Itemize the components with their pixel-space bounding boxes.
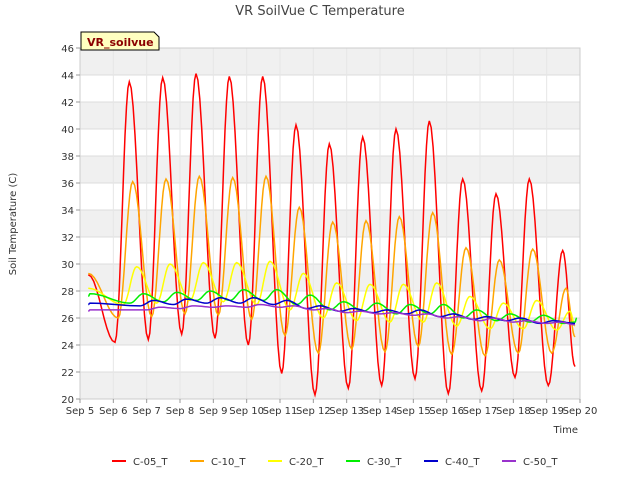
x-tick-label: Sep 7	[132, 406, 160, 417]
legend-label: C-30_T	[367, 457, 402, 468]
plot-band	[80, 102, 580, 129]
y-tick-label: 22	[61, 368, 74, 379]
x-tick-label: Sep 13	[329, 406, 364, 417]
x-tick-label: Sep 9	[199, 406, 227, 417]
y-tick-label: 20	[61, 395, 74, 406]
x-tick-label: Sep 16	[429, 406, 464, 417]
y-tick-label: 42	[61, 98, 74, 109]
axes: 20 22 24 26 28 30 32 34 36 38 40 42 44 46 Sep 5 Sep 6 Se…	[61, 44, 597, 417]
series-line-c-50-t	[87, 303, 576, 326]
legend-label: C-05_T	[133, 457, 168, 468]
y-tick-label: 40	[61, 125, 74, 136]
legend-label: C-10_T	[211, 457, 246, 468]
y-tick-label: 38	[61, 152, 74, 163]
x-tick-label: Sep 17	[463, 406, 498, 417]
x-tick-label: Sep 8	[166, 406, 194, 417]
series-line-c-05-t	[87, 73, 576, 398]
y-tick-label: 46	[61, 44, 74, 55]
plot-band	[80, 48, 580, 75]
y-tick-label: 34	[61, 206, 74, 217]
x-tick-label: Sep 10	[229, 406, 264, 417]
series-line-c-30-t	[87, 288, 578, 325]
y-tick-label: 30	[61, 260, 74, 271]
series-lines	[87, 73, 578, 398]
chart-title: VR SoilVue C Temperature	[235, 4, 404, 19]
x-tick-label: Sep 19	[529, 406, 564, 417]
plot-frame	[79, 47, 581, 400]
legend-label: C-40_T	[445, 457, 480, 468]
legend-label: C-20_T	[289, 457, 324, 468]
y-tick-label: 44	[61, 71, 74, 82]
y-tick-label: 28	[61, 287, 74, 298]
x-tick-label: Sep 5	[66, 406, 94, 417]
x-tick-label: Sep 15	[396, 406, 431, 417]
y-tick-label: 32	[61, 233, 74, 244]
x-tick-label: Sep 6	[99, 406, 127, 417]
y-axis-label: Soil Temperature (C)	[8, 173, 19, 276]
x-tick-label: Sep 20	[563, 406, 598, 417]
plot-band	[80, 318, 580, 345]
legend-label: C-50_T	[523, 457, 558, 468]
x-tick-label: Sep 12	[296, 406, 331, 417]
x-tick-label: Sep 14	[363, 406, 398, 417]
x-tick-label: Sep 11	[263, 406, 298, 417]
y-tick-label: 24	[61, 341, 74, 352]
x-axis-label: Time	[553, 425, 578, 436]
y-tick-label: 36	[61, 179, 74, 190]
plot-band	[80, 372, 580, 399]
legend: C-05_T C-10_T C-20_T C-30_T C-40_T C-50_T	[112, 457, 558, 468]
x-tick-label: Sep 18	[496, 406, 531, 417]
y-tick-label: 26	[61, 314, 74, 325]
plot-band	[80, 156, 580, 183]
site-label-box: VR_soilvue	[80, 31, 160, 51]
site-label: VR_soilvue	[87, 36, 154, 49]
series-line-c-10-t	[88, 174, 576, 358]
